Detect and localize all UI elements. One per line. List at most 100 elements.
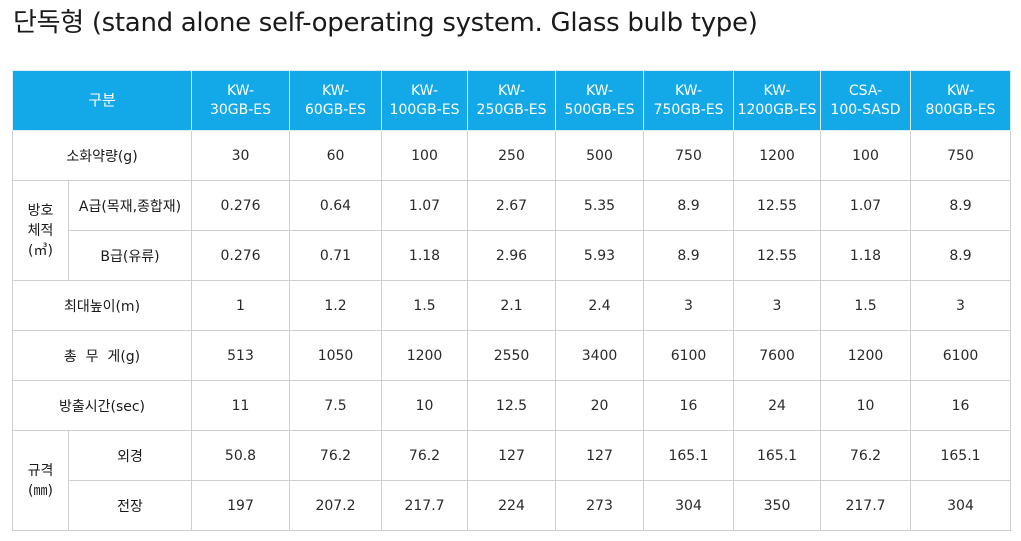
table-cell: 1.5 xyxy=(820,280,912,331)
model-code: 100GB-ES xyxy=(389,101,460,118)
table-cell: 1 xyxy=(191,280,291,331)
table-cell: 7600 xyxy=(733,330,822,381)
table-cell: 12.5 xyxy=(467,380,557,431)
group-label-line: 규격 xyxy=(27,462,54,479)
group-label-protection-volume: 방호 체적 (㎥) xyxy=(12,180,69,281)
table-cell: 0.276 xyxy=(191,180,291,231)
table-row-max-height: 최대높이(m) 1 1.2 1.5 2.1 2.4 3 3 1.5 3 xyxy=(11,280,1012,331)
page-title: 단독형 (stand alone self-operating system. … xyxy=(13,8,758,38)
table-cell: 100 xyxy=(820,130,912,181)
header-model: KW- 30GB-ES xyxy=(191,70,291,131)
table-cell: 60 xyxy=(289,130,383,181)
group-label-line: 체적 xyxy=(27,222,54,239)
table-cell: 0.64 xyxy=(289,180,383,231)
table-cell: 224 xyxy=(467,480,557,531)
table-cell: 12.55 xyxy=(733,230,822,281)
model-prefix: KW- xyxy=(586,82,614,99)
table-row-discharge-time: 방출시간(sec) 11 7.5 10 12.5 20 16 24 10 16 xyxy=(11,380,1012,431)
table-cell: 250 xyxy=(467,130,557,181)
model-code: 30GB-ES xyxy=(209,101,272,118)
table-cell: 165.1 xyxy=(733,430,822,481)
table-row-protection-class-a: 방호 체적 (㎥) A급(목재,종합재) 0.276 0.64 1.07 2.67 … xyxy=(12,180,1012,281)
table-cell: 2550 xyxy=(467,330,557,381)
table-cell: 1200 xyxy=(820,330,912,381)
table-cell: 127 xyxy=(467,430,557,481)
model-prefix: KW- xyxy=(411,82,439,99)
table-cell: 6100 xyxy=(910,330,1012,381)
table-cell: 3 xyxy=(910,280,1012,331)
header-model: KW- 100GB-ES xyxy=(381,70,469,131)
table-cell: 20 xyxy=(555,380,645,431)
table-cell: 8.9 xyxy=(910,230,1012,281)
group-label-line: (㎥) xyxy=(28,242,53,259)
table-cell: 1200 xyxy=(381,330,469,381)
model-code: 60GB-ES xyxy=(304,101,367,118)
table-cell: 165.1 xyxy=(643,430,735,481)
model-prefix: KW- xyxy=(947,82,975,99)
table-cell: 127 xyxy=(555,430,645,481)
table-cell: 3400 xyxy=(555,330,645,381)
row-label: 방출시간(sec) xyxy=(11,380,193,431)
model-code: 1200GB-ES xyxy=(737,101,817,118)
spec-table: 구분 KW- 30GB-ES KW- 60GB-ES KW- 100GB-ES KW-… xyxy=(11,70,1012,531)
model-code: 250GB-ES xyxy=(476,101,547,118)
table-cell: 2.96 xyxy=(467,230,557,281)
table-cell: 217.7 xyxy=(381,480,469,531)
table-cell: 76.2 xyxy=(381,430,469,481)
row-label: 전장 xyxy=(67,480,193,531)
table-cell: 8.9 xyxy=(910,180,1012,231)
group-label-spec: 규격 (㎜) xyxy=(12,430,69,531)
model-prefix: KW- xyxy=(498,82,526,99)
table-cell: 273 xyxy=(555,480,645,531)
table-cell: 8.9 xyxy=(643,230,735,281)
row-label: 소화약량(g) xyxy=(11,130,193,181)
table-cell: 30 xyxy=(191,130,291,181)
table-cell: 304 xyxy=(643,480,735,531)
table-cell: 500 xyxy=(555,130,645,181)
table-cell: 1200 xyxy=(733,130,822,181)
table-row-length: 전장 197 207.2 217.7 224 273 304 350 217.7… xyxy=(13,480,1012,531)
table-cell: 1.5 xyxy=(381,280,469,331)
row-label: B급(유류) xyxy=(67,230,193,281)
table-cell: 11 xyxy=(191,380,291,431)
model-prefix: KW- xyxy=(675,82,703,99)
table-cell: 513 xyxy=(191,330,291,381)
table-cell: 50.8 xyxy=(191,430,291,481)
table-cell: 6100 xyxy=(643,330,735,381)
table-cell: 1.18 xyxy=(820,230,912,281)
header-model: KW- 250GB-ES xyxy=(467,70,557,131)
table-cell: 5.93 xyxy=(555,230,645,281)
table-row-protection-class-b: B급(유류) 0.276 0.71 1.18 2.96 5.93 8.9 12.… xyxy=(13,230,1012,281)
table-cell: 1.07 xyxy=(820,180,912,231)
group-label-line: (㎜) xyxy=(28,482,53,499)
table-cell: 7.5 xyxy=(289,380,383,431)
table-cell: 1.18 xyxy=(381,230,469,281)
table-cell: 350 xyxy=(733,480,822,531)
table-cell: 12.55 xyxy=(733,180,822,231)
model-prefix: KW- xyxy=(227,82,255,99)
table-cell: 100 xyxy=(381,130,469,181)
model-code: 750GB-ES xyxy=(653,101,724,118)
table-cell: 76.2 xyxy=(289,430,383,481)
table-cell: 5.35 xyxy=(555,180,645,231)
model-code: 800GB-ES xyxy=(925,101,996,118)
table-cell: 2.67 xyxy=(467,180,557,231)
table-cell: 0.276 xyxy=(191,230,291,281)
table-cell: 1050 xyxy=(289,330,383,381)
row-label: 최대높이(m) xyxy=(11,280,193,331)
row-label: 외경 xyxy=(67,430,193,481)
table-cell: 8.9 xyxy=(643,180,735,231)
table-cell: 16 xyxy=(910,380,1012,431)
table-cell: 1.07 xyxy=(381,180,469,231)
table-cell: 76.2 xyxy=(820,430,912,481)
table-cell: 1.2 xyxy=(289,280,383,331)
model-code: 100-SASD xyxy=(830,101,901,118)
table-cell: 2.1 xyxy=(467,280,557,331)
header-model: KW- 1200GB-ES xyxy=(733,70,822,131)
header-row: 구분 KW- 30GB-ES KW- 60GB-ES KW- 100GB-ES KW-… xyxy=(11,70,1012,131)
row-label: A급(목재,종합재) xyxy=(67,180,193,231)
table-row-outer-diameter: 규격 (㎜) 외경 50.8 76.2 76.2 127 127 165.1 16… xyxy=(12,430,1012,531)
table-row-agent-amount: 소화약량(g) 30 60 100 250 500 750 1200 100 7… xyxy=(11,130,1012,181)
header-model: KW- 500GB-ES xyxy=(555,70,645,131)
table-cell: 3 xyxy=(733,280,822,331)
